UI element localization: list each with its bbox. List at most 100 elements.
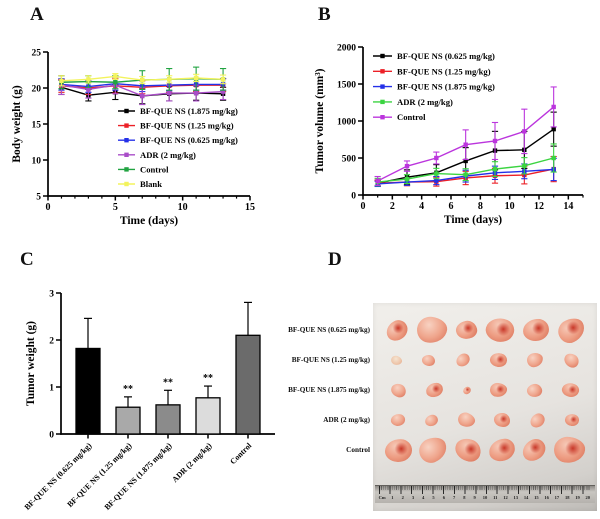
ruler-mark: 17 xyxy=(554,495,560,500)
tumor-specimen xyxy=(424,382,444,398)
svg-text:3: 3 xyxy=(49,289,54,299)
tumor-specimen xyxy=(416,433,451,467)
svg-text:BF-QUE NS (0.625 mg/kg): BF-QUE NS (0.625 mg/kg) xyxy=(397,51,495,61)
panel-a-label: A xyxy=(30,4,44,25)
panel-b-label: B xyxy=(318,4,331,25)
svg-text:1500: 1500 xyxy=(337,80,356,90)
svg-text:Tumor weight (g): Tumor weight (g) xyxy=(25,321,37,406)
svg-text:5: 5 xyxy=(113,202,118,213)
tumor-specimen xyxy=(561,350,581,370)
svg-text:BF-QUE NS (1.875 mg/kg): BF-QUE NS (1.875 mg/kg) xyxy=(140,106,238,116)
ruler-numbers: Cm 1 2 3 4 5 6 7 8 9 10 11 12 13 14 15 16 17 18 19 20 xyxy=(377,494,593,501)
tumor-specimen xyxy=(455,410,477,430)
ruler-mark: 6 xyxy=(442,495,445,500)
svg-text:Control: Control xyxy=(228,441,254,467)
svg-text:BF-QUE NS (1.875 mg/kg): BF-QUE NS (1.875 mg/kg) xyxy=(103,441,174,512)
tumor-specimen xyxy=(489,382,509,398)
svg-text:10: 10 xyxy=(32,156,42,166)
photo-row-label: ADR (2 mg/kg) xyxy=(323,416,370,424)
svg-text:BF-QUE NS (1.25 mg/kg): BF-QUE NS (1.25 mg/kg) xyxy=(397,66,491,76)
tumor-specimen xyxy=(494,413,511,427)
tumor-photo: Cm 1 2 3 4 5 6 7 8 9 10 11 12 13 14 15 16 17 18 19 20 xyxy=(373,303,597,511)
tumor-photo-panel: BF-QUE NS (0.625 mg/kg) BF-QUE NS (1.25 m… xyxy=(288,268,600,519)
svg-text:1: 1 xyxy=(49,383,54,393)
svg-text:0: 0 xyxy=(361,201,366,212)
tumor-specimen xyxy=(488,351,509,369)
svg-text:Control: Control xyxy=(397,112,426,122)
panel-c-label: C xyxy=(20,249,34,270)
tumor-specimen xyxy=(390,412,406,428)
tumor-weight-bar-chart: 0 1 2 3 Tumor weight (g) BF-QUE NS (0.625 mg/… xyxy=(23,289,275,512)
svg-text:2: 2 xyxy=(390,201,395,212)
svg-text:500: 500 xyxy=(342,154,357,164)
tumor-volume-line-chart: 0 500 1000 1500 2000 Tumor volume (mm³) 0 2 4 6 8 1… xyxy=(314,43,584,226)
ruler-mark: 11 xyxy=(493,495,498,500)
svg-text:15: 15 xyxy=(245,202,255,213)
tumor-row xyxy=(373,405,597,435)
svg-text:BF-QUE NS (1.25 mg/kg): BF-QUE NS (1.25 mg/kg) xyxy=(140,121,234,131)
svg-text:2: 2 xyxy=(49,336,54,346)
svg-text:**: ** xyxy=(163,377,173,388)
svg-text:**: ** xyxy=(203,373,213,384)
svg-text:Body weight (g): Body weight (g) xyxy=(11,85,23,162)
tumor-specimen xyxy=(563,412,581,428)
tumor-specimen xyxy=(522,318,549,342)
ruler-mark: 10 xyxy=(482,495,488,500)
tumor-specimen xyxy=(422,354,436,366)
tumor-row xyxy=(373,375,597,405)
svg-text:0: 0 xyxy=(49,430,54,440)
svg-text:20: 20 xyxy=(32,84,42,94)
svg-text:ADR (2 mg/kg): ADR (2 mg/kg) xyxy=(397,97,453,107)
photo-row-label: BF-QUE NS (1.25 mg/kg) xyxy=(291,356,370,364)
tumor-specimen xyxy=(461,384,472,396)
svg-text:10: 10 xyxy=(505,201,515,212)
svg-text:14: 14 xyxy=(563,201,573,212)
tumor-specimen xyxy=(482,313,517,347)
tumor-rows xyxy=(373,313,597,467)
svg-text:Time (days): Time (days) xyxy=(120,215,178,227)
photo-row-labels: BF-QUE NS (0.625 mg/kg) BF-QUE NS (1.25 m… xyxy=(288,315,370,465)
svg-text:Blank: Blank xyxy=(140,179,162,189)
svg-text:12: 12 xyxy=(534,201,544,212)
tumor-specimen xyxy=(452,435,484,465)
photo-row-label: Control xyxy=(346,446,370,454)
tumor-specimen xyxy=(415,315,448,345)
svg-text:15: 15 xyxy=(32,120,42,130)
svg-text:ADR (2 mg/kg): ADR (2 mg/kg) xyxy=(140,150,196,160)
ruler-mark: 18 xyxy=(564,495,570,500)
svg-text:Tumor volume (mm³): Tumor volume (mm³) xyxy=(314,68,326,173)
ruler-ticks xyxy=(379,486,591,494)
ruler: Cm 1 2 3 4 5 6 7 8 9 10 11 12 13 14 15 16 17 18 19 20 xyxy=(375,485,595,503)
svg-text:BF-QUE NS (0.625 mg/kg): BF-QUE NS (0.625 mg/kg) xyxy=(140,135,238,145)
svg-text:BF-QUE NS (1.875 mg/kg): BF-QUE NS (1.875 mg/kg) xyxy=(397,82,495,92)
svg-text:4: 4 xyxy=(419,201,424,212)
tumor-specimen xyxy=(560,380,581,400)
tumor-row xyxy=(373,433,597,467)
svg-text:25: 25 xyxy=(32,48,42,58)
ruler-mark: 19 xyxy=(575,495,580,500)
svg-text:8: 8 xyxy=(478,201,483,212)
ruler-mark: 20 xyxy=(585,495,591,500)
ruler-mark: 5 xyxy=(432,495,435,500)
photo-row-label: BF-QUE NS (1.875 mg/kg) xyxy=(288,386,370,394)
tumor-specimen xyxy=(389,381,408,399)
svg-text:2000: 2000 xyxy=(337,43,356,53)
ruler-mark: 1 xyxy=(391,495,394,500)
svg-text:6: 6 xyxy=(449,201,454,212)
panel-d-label: D xyxy=(328,249,342,270)
ruler-mark: Cm xyxy=(378,495,386,500)
ruler-mark: 16 xyxy=(544,495,549,500)
tumor-specimen xyxy=(528,411,548,429)
tumor-specimen xyxy=(553,313,589,347)
ruler-mark: 2 xyxy=(401,495,404,500)
svg-text:10: 10 xyxy=(178,202,188,213)
ruler-mark: 7 xyxy=(452,495,456,500)
tumor-specimen xyxy=(389,353,404,367)
tumor-row xyxy=(373,313,597,347)
svg-text:Control: Control xyxy=(140,164,169,174)
tumor-specimen xyxy=(384,438,413,462)
ruler-mark: 15 xyxy=(534,495,539,500)
ruler-mark: 9 xyxy=(473,495,476,500)
